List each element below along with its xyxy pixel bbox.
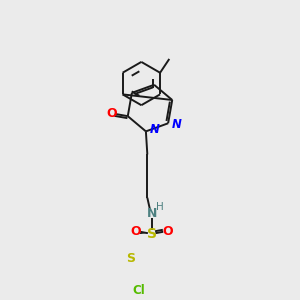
Text: O: O — [162, 225, 173, 238]
Text: N: N — [172, 118, 182, 131]
Text: O: O — [106, 107, 117, 120]
Text: Cl: Cl — [133, 284, 146, 297]
Text: S: S — [147, 227, 157, 241]
Text: O: O — [130, 225, 141, 238]
Text: H: H — [156, 202, 164, 212]
Text: S: S — [126, 252, 135, 265]
Text: N: N — [146, 207, 157, 220]
Text: N: N — [149, 123, 159, 136]
